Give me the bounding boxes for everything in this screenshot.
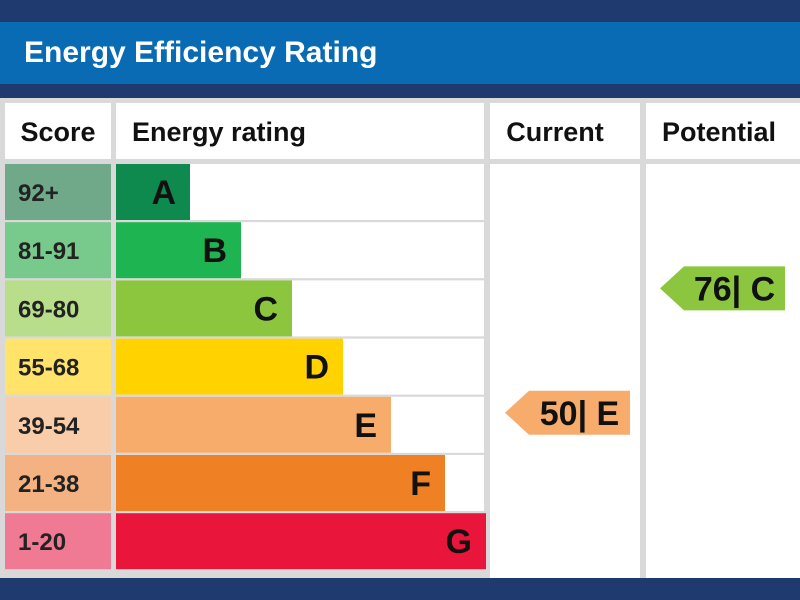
band-bar-a (116, 164, 190, 220)
footer-bar (0, 578, 800, 600)
header-cell-potential (646, 103, 800, 159)
current-rating-arrow (505, 390, 630, 435)
band-bar-b (116, 222, 241, 279)
band-letter-f: F (410, 465, 431, 503)
band-letter-b: B (202, 232, 227, 270)
band-bar-d (116, 338, 343, 395)
header-cell-rating (116, 103, 484, 159)
current-column (490, 164, 640, 578)
band-letter-g: G (446, 523, 472, 561)
score-label-e: 39-54 (18, 413, 80, 440)
page-title: Energy Efficiency Rating (24, 36, 378, 69)
potential-rating-arrow (660, 266, 785, 311)
band-bar-c (116, 280, 292, 337)
score-cell-c (5, 280, 111, 337)
rating-panel: Score Energy rating Current Potential 92… (0, 98, 800, 578)
header-potential: Potential (662, 117, 776, 147)
score-label-d: 55-68 (18, 355, 79, 382)
score-cell-d (5, 338, 111, 395)
score-label-f: 21-38 (18, 471, 79, 498)
score-cell-f (5, 455, 111, 511)
title-bar: Energy Efficiency Rating (0, 22, 800, 84)
header-current: Current (506, 117, 604, 147)
score-label-g: 1-20 (18, 529, 66, 556)
band-bar-e (116, 396, 391, 453)
rating-bands: 92+ A 81-91 B 69-80 C 55-68 D 39-54 E 21-38 F 1-20 G (5, 164, 486, 570)
potential-column (646, 164, 800, 578)
header-cell-current (490, 103, 640, 159)
potential-rating-label: 76| C (694, 270, 775, 308)
score-label-a: 92+ (18, 180, 59, 207)
header-energy-rating: Energy rating (132, 117, 306, 147)
score-label-b: 81-91 (18, 238, 79, 265)
score-label-c: 69-80 (18, 296, 79, 323)
band-letter-e: E (354, 407, 377, 445)
score-cell-e (5, 396, 111, 453)
band-bar-f (116, 455, 445, 511)
header-score: Score (20, 117, 95, 147)
band-letter-d: D (304, 349, 329, 387)
score-cell-b (5, 222, 111, 279)
score-cell-g (5, 513, 111, 570)
band-letter-a: A (151, 174, 176, 212)
current-rating-label: 50| E (540, 395, 619, 433)
band-letter-c: C (253, 290, 278, 328)
band-bar-g (116, 513, 486, 570)
energy-rating-chart: Score Energy rating Current Potential 92… (0, 98, 800, 578)
rating-arrows: 50| E 76| C (505, 266, 785, 435)
score-cell-a (5, 164, 111, 220)
header-cell-score (5, 103, 111, 159)
